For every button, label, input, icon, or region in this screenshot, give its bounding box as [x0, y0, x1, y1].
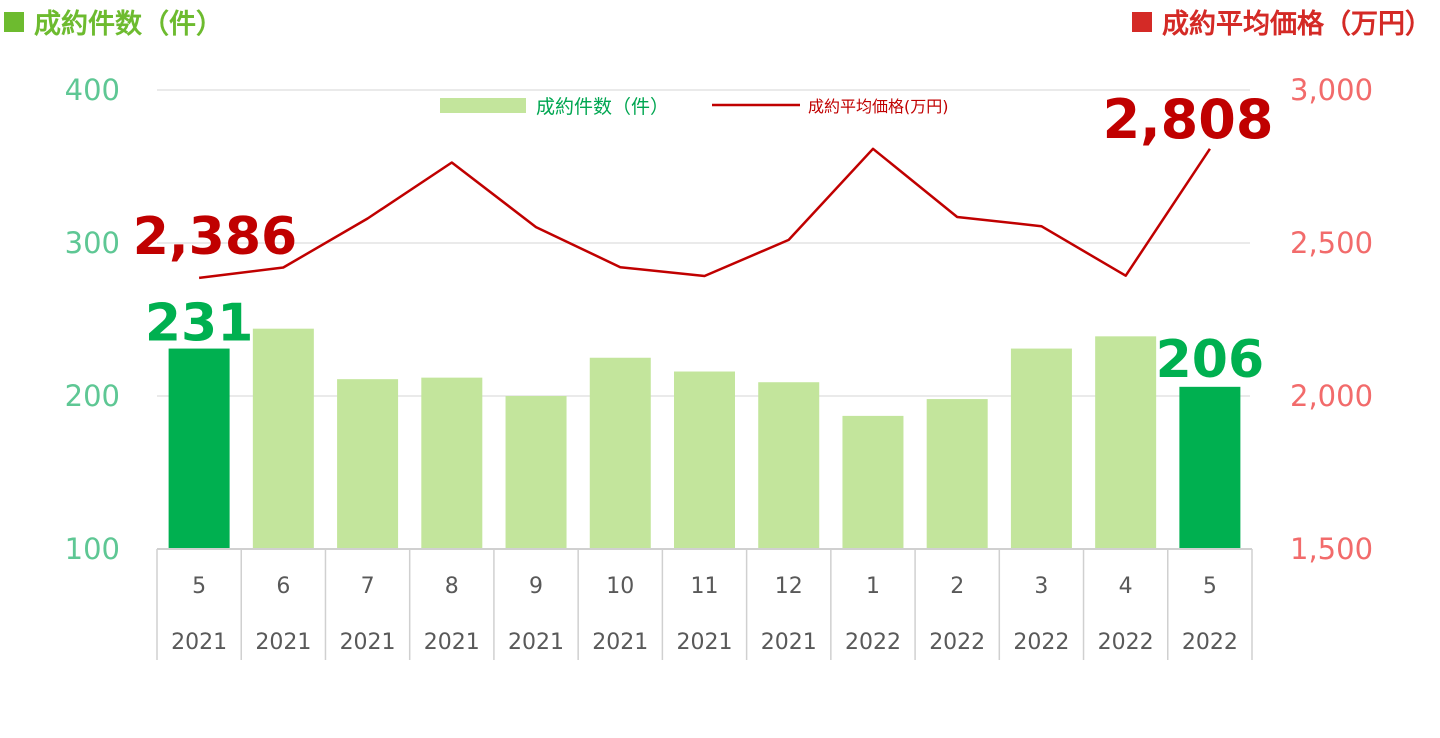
- x-tick-year: 2021: [171, 630, 227, 655]
- line-label-last: 2,808: [1103, 88, 1274, 151]
- bar: [252, 328, 314, 549]
- left-y-tick-label: 300: [65, 226, 120, 260]
- x-tick-year: 2021: [761, 630, 817, 655]
- left-axis-header: 成約件数（件）: [4, 2, 223, 41]
- bar: [1010, 348, 1072, 549]
- legend-bar-label: 成約件数（件）: [536, 96, 669, 118]
- x-axis: 5202162021720218202192021102021112021122…: [156, 548, 1253, 660]
- x-tick-month: 7: [361, 574, 375, 599]
- x-tick-month: 6: [276, 574, 290, 599]
- line-series: [198, 147, 1211, 280]
- bar: [758, 382, 820, 549]
- bar: [842, 415, 904, 549]
- x-tick-year: 2022: [1182, 630, 1238, 655]
- x-tick-year: 2021: [424, 630, 480, 655]
- x-tick-year: 2021: [677, 630, 733, 655]
- x-tick-year: 2021: [508, 630, 564, 655]
- left-y-axis: 100 200 300 400: [65, 73, 120, 566]
- x-tick-month: 8: [445, 574, 459, 599]
- left-y-tick-label: 200: [65, 379, 120, 413]
- legend-line-label: 成約平均価格(万円): [808, 97, 949, 116]
- bar: [589, 357, 651, 549]
- x-tick-month: 4: [1119, 574, 1133, 599]
- left-y-tick-label: 400: [65, 73, 120, 107]
- bar: [505, 396, 567, 549]
- right-axis-header: 成約平均価格（万円）: [1132, 2, 1432, 41]
- x-tick-year: 2022: [1098, 630, 1154, 655]
- left-axis-header-label: 成約件数（件）: [34, 9, 223, 40]
- line-label-first: 2,386: [133, 207, 297, 267]
- x-tick-month: 9: [529, 574, 543, 599]
- bar-label-last: 206: [1156, 330, 1265, 390]
- x-tick-month: 12: [775, 574, 803, 599]
- left-legend-square-icon: [4, 11, 24, 32]
- x-tick-month: 10: [606, 574, 634, 599]
- x-tick-year: 2021: [255, 630, 311, 655]
- right-axis-header-label: 成約平均価格（万円）: [1162, 9, 1432, 40]
- bar-series: [168, 328, 1241, 549]
- x-tick-year: 2022: [929, 630, 985, 655]
- bar: [674, 371, 735, 549]
- x-tick-year: 2022: [1013, 630, 1069, 655]
- x-tick-month: 2: [950, 574, 964, 599]
- right-legend-square-icon: [1132, 11, 1152, 32]
- x-tick-month: 5: [1203, 574, 1217, 599]
- x-tick-month: 3: [1034, 574, 1048, 599]
- legend: 成約件数（件） 成約平均価格(万円): [440, 96, 949, 118]
- x-tick-month: 1: [866, 574, 880, 599]
- price-line: [198, 147, 1211, 280]
- x-tick-year: 2022: [845, 630, 901, 655]
- bar: [421, 377, 483, 549]
- x-tick-year: 2021: [592, 630, 648, 655]
- right-y-tick-label: 2,500: [1290, 226, 1373, 260]
- bar: [926, 399, 988, 549]
- bar: [1095, 336, 1157, 549]
- gridlines: [157, 89, 1250, 397]
- right-y-tick-label: 1,500: [1290, 532, 1373, 566]
- bar: [1179, 386, 1241, 549]
- right-y-tick-label: 3,000: [1290, 73, 1373, 107]
- x-tick-year: 2021: [340, 630, 396, 655]
- bar: [168, 348, 230, 549]
- bar: [337, 379, 399, 549]
- right-y-tick-label: 2,000: [1290, 379, 1373, 413]
- x-tick-month: 11: [691, 574, 719, 599]
- left-y-tick-label: 100: [65, 532, 120, 566]
- right-y-axis: 1,500 2,000 2,500 3,000: [1290, 73, 1373, 566]
- x-tick-month: 5: [192, 574, 206, 599]
- data-labels: 231 206 2,386 2,808: [133, 88, 1274, 390]
- legend-bar-swatch: [440, 98, 526, 113]
- bar-label-first: 231: [145, 294, 254, 354]
